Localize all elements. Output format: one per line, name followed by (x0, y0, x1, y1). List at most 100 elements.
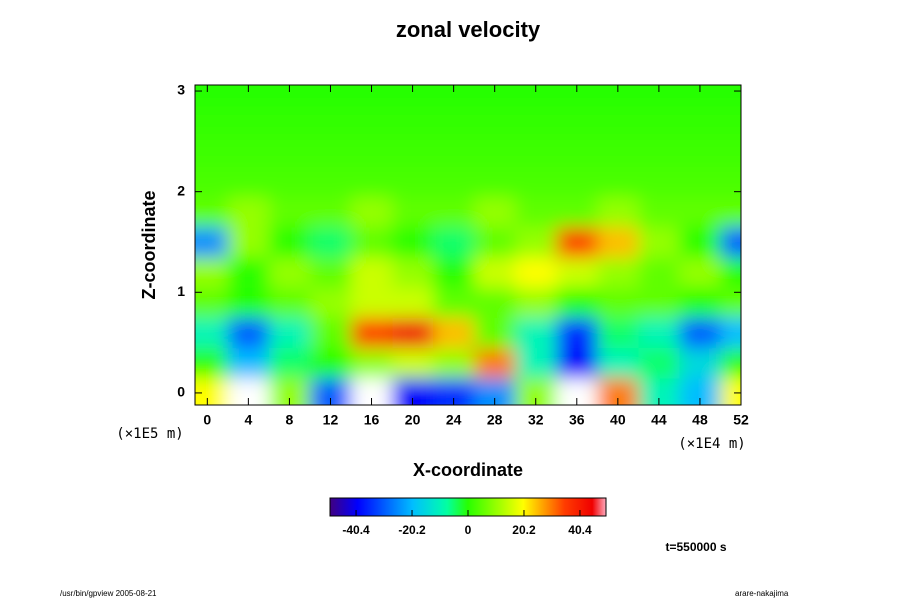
cell (515, 226, 557, 258)
cell (638, 347, 680, 379)
cell (227, 287, 270, 318)
cell (474, 347, 516, 379)
cell (351, 226, 393, 258)
cell (597, 85, 639, 107)
colorbar-tick-label: -40.4 (342, 523, 370, 537)
cell (392, 317, 434, 349)
cell (227, 317, 270, 349)
cell (597, 287, 639, 318)
cell (351, 166, 393, 198)
cell (679, 85, 721, 107)
cell (268, 166, 311, 198)
cell (227, 85, 270, 107)
x-tick-label: 8 (286, 412, 294, 428)
cell (392, 347, 434, 379)
colorbar-tick-label: -20.2 (398, 523, 426, 537)
cell (638, 317, 680, 349)
plot-frame (194, 84, 742, 406)
cell (433, 166, 475, 198)
cell (268, 85, 311, 107)
cell (351, 196, 393, 228)
cell (309, 226, 352, 258)
cell (597, 347, 639, 379)
x-tick-label: 48 (692, 412, 708, 428)
cell (556, 166, 598, 198)
cell (515, 317, 557, 349)
cell (195, 85, 229, 107)
cell (679, 166, 721, 198)
cell (392, 106, 434, 137)
cell (309, 317, 352, 349)
cell (351, 106, 393, 137)
cell (474, 85, 516, 107)
cell (720, 317, 741, 349)
cell (351, 347, 393, 379)
cell (309, 287, 352, 318)
cell (515, 85, 557, 107)
x-tick-label: 20 (405, 412, 421, 428)
cell (720, 85, 741, 107)
x-tick-label: 4 (244, 412, 252, 428)
cell (392, 166, 434, 198)
chart-title: zonal velocity (396, 17, 541, 42)
cell (433, 136, 475, 168)
x-tick-label: 12 (323, 412, 339, 428)
x-tick-label: 32 (528, 412, 544, 428)
cell (433, 226, 475, 258)
cell (679, 196, 721, 228)
cell (195, 257, 229, 288)
cell (679, 257, 721, 288)
cell (474, 136, 516, 168)
cell (227, 136, 270, 168)
cell (679, 106, 721, 137)
cell (195, 377, 229, 405)
cell (474, 257, 516, 288)
cell (351, 257, 393, 288)
cell (268, 347, 311, 379)
cell (309, 106, 352, 137)
cell (268, 106, 311, 137)
x-tick-label: 0 (203, 412, 211, 428)
cell (720, 196, 741, 228)
cell (433, 106, 475, 137)
cell (227, 196, 270, 228)
x-tick-label: 52 (733, 412, 749, 428)
colorbar-tick-label: 20.2 (512, 523, 536, 537)
colorbar-tick-label: 0 (465, 523, 472, 537)
cell (556, 347, 598, 379)
cell (597, 317, 639, 349)
cell (474, 196, 516, 228)
y-tick-label: 0 (177, 384, 185, 400)
cell (597, 196, 639, 228)
cell (597, 106, 639, 137)
x-axis-label: X-coordinate (413, 460, 523, 480)
cell (679, 226, 721, 258)
x-tick-label: 36 (569, 412, 585, 428)
cell (309, 196, 352, 228)
cell (268, 317, 311, 349)
cells (195, 85, 741, 405)
cell (474, 226, 516, 258)
colorbar-tick-label: 40.4 (568, 523, 592, 537)
cell (720, 287, 741, 318)
cell (720, 257, 741, 288)
cell (638, 257, 680, 288)
cell (597, 136, 639, 168)
cell (392, 85, 434, 107)
cell (433, 317, 475, 349)
cell (556, 317, 598, 349)
cell (433, 196, 475, 228)
cell (351, 136, 393, 168)
cell (474, 287, 516, 318)
cell (392, 287, 434, 318)
cell (227, 257, 270, 288)
cell (474, 317, 516, 349)
field (195, 85, 741, 405)
cell (195, 136, 229, 168)
cell (556, 106, 598, 137)
y-tick-label: 3 (177, 82, 185, 98)
cell (309, 85, 352, 107)
cell (227, 166, 270, 198)
cell (392, 196, 434, 228)
cell (309, 166, 352, 198)
